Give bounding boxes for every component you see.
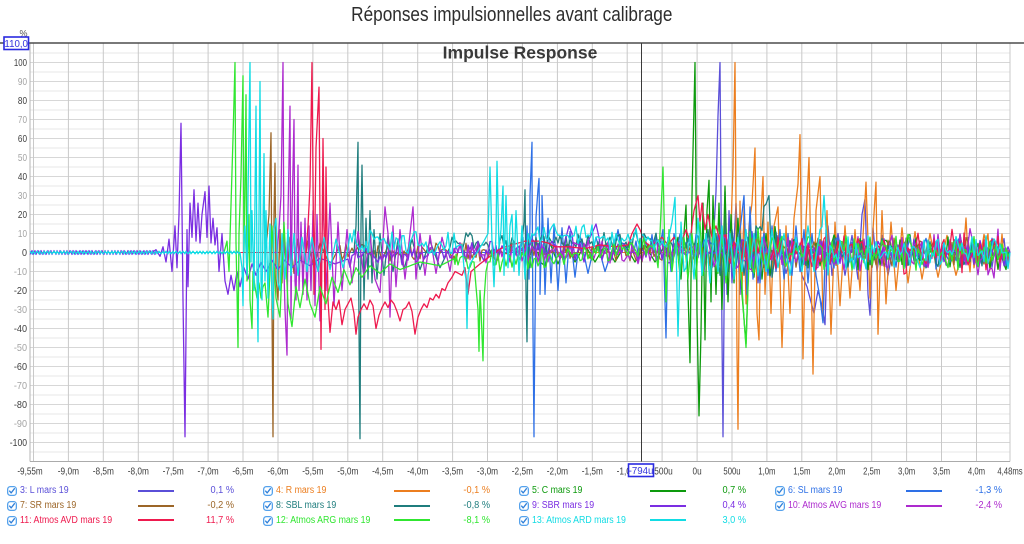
svg-text:20: 20	[18, 209, 27, 221]
svg-text:-4,5m: -4,5m	[372, 466, 393, 478]
svg-text:-2,0m: -2,0m	[547, 466, 568, 478]
svg-text:-20: -20	[14, 285, 27, 297]
svg-text:-1,5m: -1,5m	[582, 466, 603, 478]
svg-text:100: 100	[14, 57, 27, 69]
svg-text:-8,5m: -8,5m	[93, 466, 114, 478]
svg-text:70: 70	[18, 114, 27, 126]
svg-text:Impulse Response: Impulse Response	[443, 43, 598, 63]
svg-text:-90: -90	[14, 418, 27, 430]
svg-text:4,48ms: 4,48ms	[997, 466, 1022, 478]
svg-text:1,5m: 1,5m	[793, 466, 810, 478]
svg-text:4,0m: 4,0m	[968, 466, 985, 478]
svg-text:-7,5m: -7,5m	[163, 466, 184, 478]
svg-text:110,0: 110,0	[4, 39, 28, 50]
svg-text:80: 80	[18, 95, 27, 107]
svg-text:-100: -100	[10, 437, 27, 449]
svg-text:-5,5m: -5,5m	[302, 466, 323, 478]
svg-text:-7,0m: -7,0m	[198, 466, 219, 478]
svg-text:%: %	[19, 28, 27, 38]
svg-text:-30: -30	[14, 304, 27, 316]
svg-text:2,0m: 2,0m	[828, 466, 845, 478]
svg-text:3,5m: 3,5m	[933, 466, 950, 478]
svg-text:60: 60	[18, 133, 27, 145]
svg-text:40: 40	[18, 171, 27, 183]
svg-text:-794u: -794u	[629, 466, 654, 477]
svg-text:-10: -10	[14, 266, 27, 278]
svg-text:-9,0m: -9,0m	[58, 466, 79, 478]
svg-text:-3,5m: -3,5m	[442, 466, 463, 478]
svg-text:-8,0m: -8,0m	[128, 466, 149, 478]
svg-text:-9,55m: -9,55m	[17, 466, 42, 478]
svg-text:3,0m: 3,0m	[898, 466, 915, 478]
svg-text:500u: 500u	[723, 466, 740, 478]
svg-text:30: 30	[18, 190, 27, 202]
svg-text:-70: -70	[14, 380, 27, 392]
svg-text:2,5m: 2,5m	[863, 466, 880, 478]
svg-text:-4,0m: -4,0m	[407, 466, 428, 478]
svg-text:-6,5m: -6,5m	[232, 466, 253, 478]
svg-text:-6,0m: -6,0m	[267, 466, 288, 478]
svg-text:90: 90	[18, 76, 27, 88]
svg-text:1,0m: 1,0m	[758, 466, 775, 478]
svg-text:50: 50	[18, 152, 27, 164]
svg-text:10: 10	[18, 228, 27, 240]
svg-text:-3,0m: -3,0m	[477, 466, 498, 478]
svg-text:0: 0	[22, 247, 27, 259]
svg-text:-2,5m: -2,5m	[512, 466, 533, 478]
svg-text:-40: -40	[14, 323, 27, 335]
svg-text:-60: -60	[14, 361, 27, 373]
svg-text:-80: -80	[14, 399, 27, 411]
svg-text:-5,0m: -5,0m	[337, 466, 358, 478]
svg-text:0u: 0u	[693, 466, 702, 478]
svg-text:-50: -50	[14, 342, 27, 354]
svg-text:-500u: -500u	[652, 466, 673, 478]
